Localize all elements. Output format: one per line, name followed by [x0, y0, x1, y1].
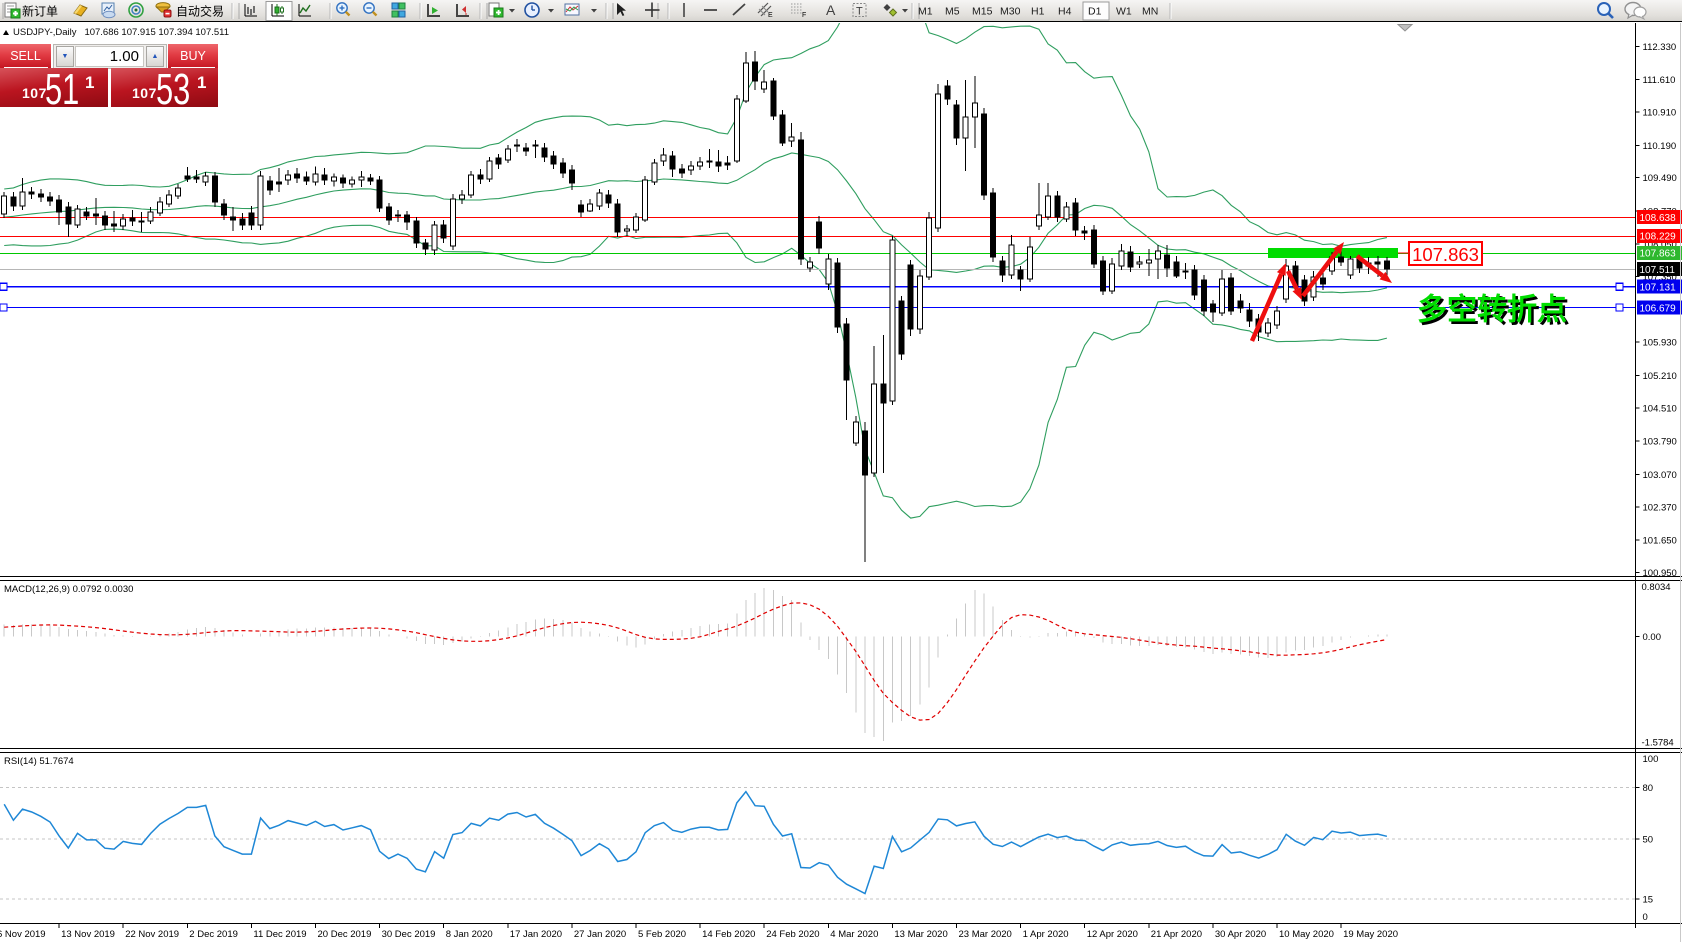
svg-text:30 Apr 2020: 30 Apr 2020 [1215, 929, 1266, 940]
svg-text:107.863: 107.863 [1412, 244, 1479, 265]
svg-text:112.330: 112.330 [1643, 42, 1677, 53]
svg-text:108.229: 108.229 [1640, 232, 1677, 243]
svg-text:W1: W1 [1116, 6, 1132, 18]
svg-text:107.511: 107.511 [1640, 265, 1676, 276]
svg-text:109.490: 109.490 [1643, 173, 1677, 184]
svg-text:11 Dec 2019: 11 Dec 2019 [253, 929, 306, 940]
svg-text:M15: M15 [972, 6, 993, 18]
svg-text:23 Mar 2020: 23 Mar 2020 [959, 929, 1012, 940]
svg-text:0.8034: 0.8034 [1642, 582, 1671, 593]
svg-text:-1.5784: -1.5784 [1642, 738, 1674, 749]
svg-text:13 Mar 2020: 13 Mar 2020 [894, 929, 947, 940]
svg-text:103.070: 103.070 [1643, 470, 1677, 481]
svg-text:T: T [856, 6, 863, 18]
svg-text:2 Dec 2019: 2 Dec 2019 [189, 929, 238, 940]
svg-text:108.050: 108.050 [1643, 240, 1677, 251]
svg-text:0: 0 [1643, 912, 1648, 923]
svg-text:111.610: 111.610 [1643, 75, 1676, 86]
svg-text:102.370: 102.370 [1643, 502, 1677, 513]
svg-text:D1: D1 [1088, 6, 1102, 18]
svg-text:14 Feb 2020: 14 Feb 2020 [702, 929, 755, 940]
svg-text:1 Apr 2020: 1 Apr 2020 [1023, 929, 1069, 940]
svg-text:RSI(14) 51.7674: RSI(14) 51.7674 [4, 756, 74, 767]
svg-text:H1: H1 [1031, 6, 1045, 18]
svg-text:110.910: 110.910 [1643, 108, 1677, 119]
svg-text:104.510: 104.510 [1643, 403, 1677, 414]
svg-text:27 Jan 2020: 27 Jan 2020 [574, 929, 626, 940]
svg-text:20 Dec 2019: 20 Dec 2019 [318, 929, 372, 940]
svg-text:108.638: 108.638 [1640, 213, 1677, 224]
svg-text:19 May 2020: 19 May 2020 [1343, 929, 1398, 940]
svg-text:H4: H4 [1058, 6, 1072, 18]
svg-text:M30: M30 [1000, 6, 1021, 18]
svg-text:10 May 2020: 10 May 2020 [1279, 929, 1334, 940]
svg-text:106.679: 106.679 [1640, 303, 1677, 314]
svg-text:110.190: 110.190 [1643, 141, 1677, 152]
svg-text:107.350: 107.350 [1643, 272, 1677, 283]
svg-text:8 Jan 2020: 8 Jan 2020 [446, 929, 493, 940]
svg-text:21 Apr 2020: 21 Apr 2020 [1151, 929, 1202, 940]
svg-text:17 Jan 2020: 17 Jan 2020 [510, 929, 562, 940]
svg-text:107.863: 107.863 [1640, 249, 1677, 260]
svg-text:103.790: 103.790 [1643, 437, 1677, 448]
svg-text:80: 80 [1643, 783, 1654, 794]
svg-text:100: 100 [1643, 754, 1659, 765]
svg-text:15: 15 [1643, 895, 1654, 906]
svg-text:0.00: 0.00 [1643, 632, 1662, 643]
svg-text:MN: MN [1142, 6, 1158, 18]
svg-text:A: A [826, 2, 836, 18]
svg-text:30 Dec 2019: 30 Dec 2019 [382, 929, 436, 940]
svg-text:105.930: 105.930 [1643, 338, 1677, 349]
svg-text:13 Nov 2019: 13 Nov 2019 [61, 929, 115, 940]
svg-text:MACD(12,26,9) 0.0792 0.0030: MACD(12,26,9) 0.0792 0.0030 [4, 584, 133, 595]
svg-text:自动交易: 自动交易 [176, 4, 224, 19]
svg-text:107.131: 107.131 [1640, 283, 1677, 294]
svg-text:多空转折点: 多空转折点 [1420, 296, 1570, 329]
svg-text:101.650: 101.650 [1643, 536, 1677, 547]
svg-text:E: E [768, 12, 773, 19]
svg-text:50: 50 [1643, 835, 1654, 846]
svg-text:多空转折点: 多空转折点 [1417, 294, 1567, 327]
svg-text:M5: M5 [945, 6, 960, 18]
svg-text:F: F [802, 12, 806, 19]
svg-text:4 Mar 2020: 4 Mar 2020 [830, 929, 878, 940]
svg-text:M1: M1 [918, 6, 933, 18]
svg-text:105.210: 105.210 [1643, 371, 1677, 382]
svg-text:新订单: 新订单 [22, 4, 58, 19]
svg-text:24 Feb 2020: 24 Feb 2020 [766, 929, 819, 940]
svg-text:22 Nov 2019: 22 Nov 2019 [125, 929, 179, 940]
svg-text:6 Nov 2019: 6 Nov 2019 [0, 929, 46, 940]
svg-text:12 Apr 2020: 12 Apr 2020 [1087, 929, 1138, 940]
svg-text:100.950: 100.950 [1643, 568, 1677, 579]
svg-text:5 Feb 2020: 5 Feb 2020 [638, 929, 686, 940]
